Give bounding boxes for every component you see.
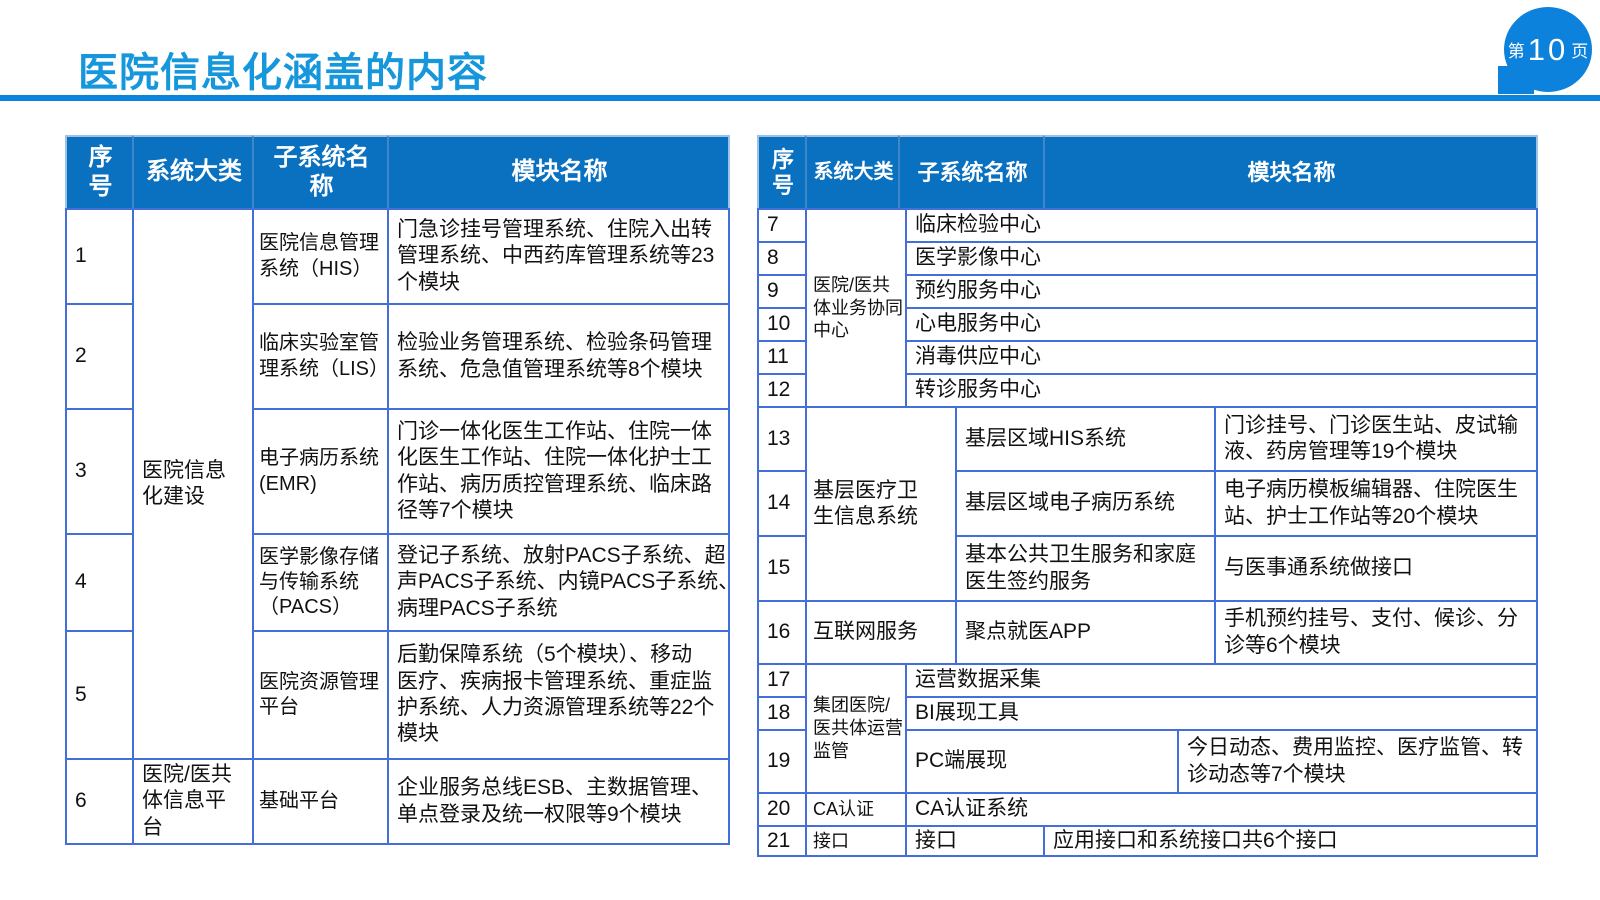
row-no: 10 (757, 307, 805, 340)
subsystem-cell: 医院资源管理 平台 (252, 630, 387, 758)
module-cell: 企业服务总线ESB、主数据管理、 单点登录及统一权限等9个模块 (387, 758, 730, 845)
header-cell-category: 系统大类 (805, 135, 898, 208)
category-cell: 基层医疗卫 生信息系统 (805, 406, 955, 600)
badge-prefix: 第 (1507, 42, 1525, 61)
subsystem-cell: 预约服务中心 (905, 274, 1538, 307)
header-cell-no: 序 号 (757, 135, 805, 208)
subsystem-cell: 基本公共卫生服务和家庭 医生签约服务 (955, 535, 1214, 600)
badge-circle: 第 10 页 (1504, 7, 1592, 92)
row-no: 17 (757, 663, 805, 696)
subsystem-cell: 转诊服务中心 (905, 373, 1538, 406)
header-cell-no: 序 号 (65, 135, 132, 208)
row-no: 19 (757, 729, 805, 792)
subsystem-cell: 基础平台 (252, 758, 387, 845)
row-no: 9 (757, 274, 805, 307)
row-no: 12 (757, 373, 805, 406)
module-cell: 手机预约挂号、支付、候诊、分 诊等6个模块 (1214, 600, 1538, 663)
page-number: 10 (1527, 31, 1569, 67)
subsystem-cell: 接口 (905, 825, 1043, 857)
row-no: 6 (65, 758, 132, 845)
module-cell: 门急诊挂号管理系统、住院入出转 管理系统、中西药库管理系统等23 个模块 (387, 208, 730, 303)
subsystem-cell: 医学影像中心 (905, 241, 1538, 274)
row-no: 3 (65, 408, 132, 533)
module-cell: 应用接口和系统接口共6个接口 (1043, 825, 1538, 857)
row-no: 14 (757, 470, 805, 535)
subsystem-cell: 运营数据采集 (905, 663, 1538, 696)
subsystem-cell: 心电服务中心 (905, 307, 1538, 340)
category-cell: 集团医院/ 医共体运营 监管 (805, 663, 905, 792)
row-no: 21 (757, 825, 805, 857)
row-no: 8 (757, 241, 805, 274)
module-cell: 登记子系统、放射PACS子系统、超 声PACS子系统、内镜PACS子系统、 病理… (387, 533, 730, 630)
subsystem-cell: 消毒供应中心 (905, 340, 1538, 373)
module-cell: 门诊一体化医生工作站、住院一体 化医生工作站、住院一体化护士工 作站、病历质控管… (387, 408, 730, 533)
row-no: 5 (65, 630, 132, 758)
module-cell: 电子病历模板编辑器、住院医生 站、护士工作站等20个模块 (1214, 470, 1538, 535)
module-cell: 后勤保障系统（5个模块）、移动 医疗、疾病报卡管理系统、重症监 护系统、人力资源… (387, 630, 730, 758)
header-cell-category: 系统大类 (132, 135, 252, 208)
module-cell: 与医事通系统做接口 (1214, 535, 1538, 600)
row-no: 13 (757, 406, 805, 470)
module-cell: 门诊挂号、门诊医生站、皮试输 液、药房管理等19个模块 (1214, 406, 1538, 470)
subsystem-cell: BI展现工具 (905, 696, 1538, 729)
header-cell-module: 模块名称 (1043, 135, 1538, 208)
row-no: 11 (757, 340, 805, 373)
row-no: 20 (757, 792, 805, 825)
page-title: 医院信息化涵盖的内容 (78, 51, 488, 95)
header-cell-subsystem: 子系统名 称 (252, 135, 387, 208)
subsystem-cell: 基层区域HIS系统 (955, 406, 1214, 470)
subsystem-cell: PC端展现 (905, 729, 1177, 792)
row-no: 4 (65, 533, 132, 630)
category-cell: 医院/医共 体信息平 台 (132, 758, 252, 845)
subsystem-cell: 基层区域电子病历系统 (955, 470, 1214, 535)
category-cell: 接口 (805, 825, 905, 857)
row-no: 15 (757, 535, 805, 600)
header-cell-module: 模块名称 (387, 135, 730, 208)
subsystem-cell: 临床检验中心 (905, 208, 1538, 241)
row-no: 16 (757, 600, 805, 663)
title-underline-bar (0, 95, 1600, 101)
row-no: 18 (757, 696, 805, 729)
subsystem-cell: 医学影像存储 与传输系统 （PACS） (252, 533, 387, 630)
subsystem-cell: 电子病历系统 (EMR) (252, 408, 387, 533)
subsystem-cell: 聚点就医APP (955, 600, 1214, 663)
module-cell: 检验业务管理系统、检验条码管理 系统、危急值管理系统等8个模块 (387, 303, 730, 408)
row-no: 7 (757, 208, 805, 241)
header-cell-subsystem: 子系统名称 (898, 135, 1043, 208)
category-cell: 医院/医共 体业务协同 中心 (805, 208, 905, 406)
subsystem-cell: 临床实验室管 理系统（LIS） (252, 303, 387, 408)
category-cell: 互联网服务 (805, 600, 955, 663)
category-cell: CA认证 (805, 792, 905, 825)
category-cell: 医院信息 化建设 (132, 208, 252, 758)
badge-suffix: 页 (1571, 42, 1589, 61)
subsystem-cell: 医院信息管理 系统（HIS） (252, 208, 387, 303)
row-no: 1 (65, 208, 132, 303)
row-no: 2 (65, 303, 132, 408)
module-cell: 今日动态、费用监控、医疗监管、转 诊动态等7个模块 (1177, 729, 1538, 792)
subsystem-cell: CA认证系统 (905, 792, 1538, 825)
